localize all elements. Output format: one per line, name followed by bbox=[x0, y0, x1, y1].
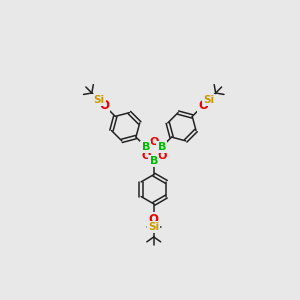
Text: B: B bbox=[142, 142, 150, 152]
Text: Si: Si bbox=[148, 222, 159, 232]
Text: O: O bbox=[149, 213, 159, 226]
Text: O: O bbox=[157, 151, 167, 161]
Text: B: B bbox=[150, 156, 158, 166]
Text: O: O bbox=[99, 99, 110, 112]
Text: B: B bbox=[158, 142, 166, 152]
Text: O: O bbox=[198, 99, 208, 112]
Text: O: O bbox=[149, 137, 158, 147]
Text: Si: Si bbox=[93, 95, 104, 105]
Text: Si: Si bbox=[203, 95, 214, 105]
Text: O: O bbox=[141, 151, 150, 161]
